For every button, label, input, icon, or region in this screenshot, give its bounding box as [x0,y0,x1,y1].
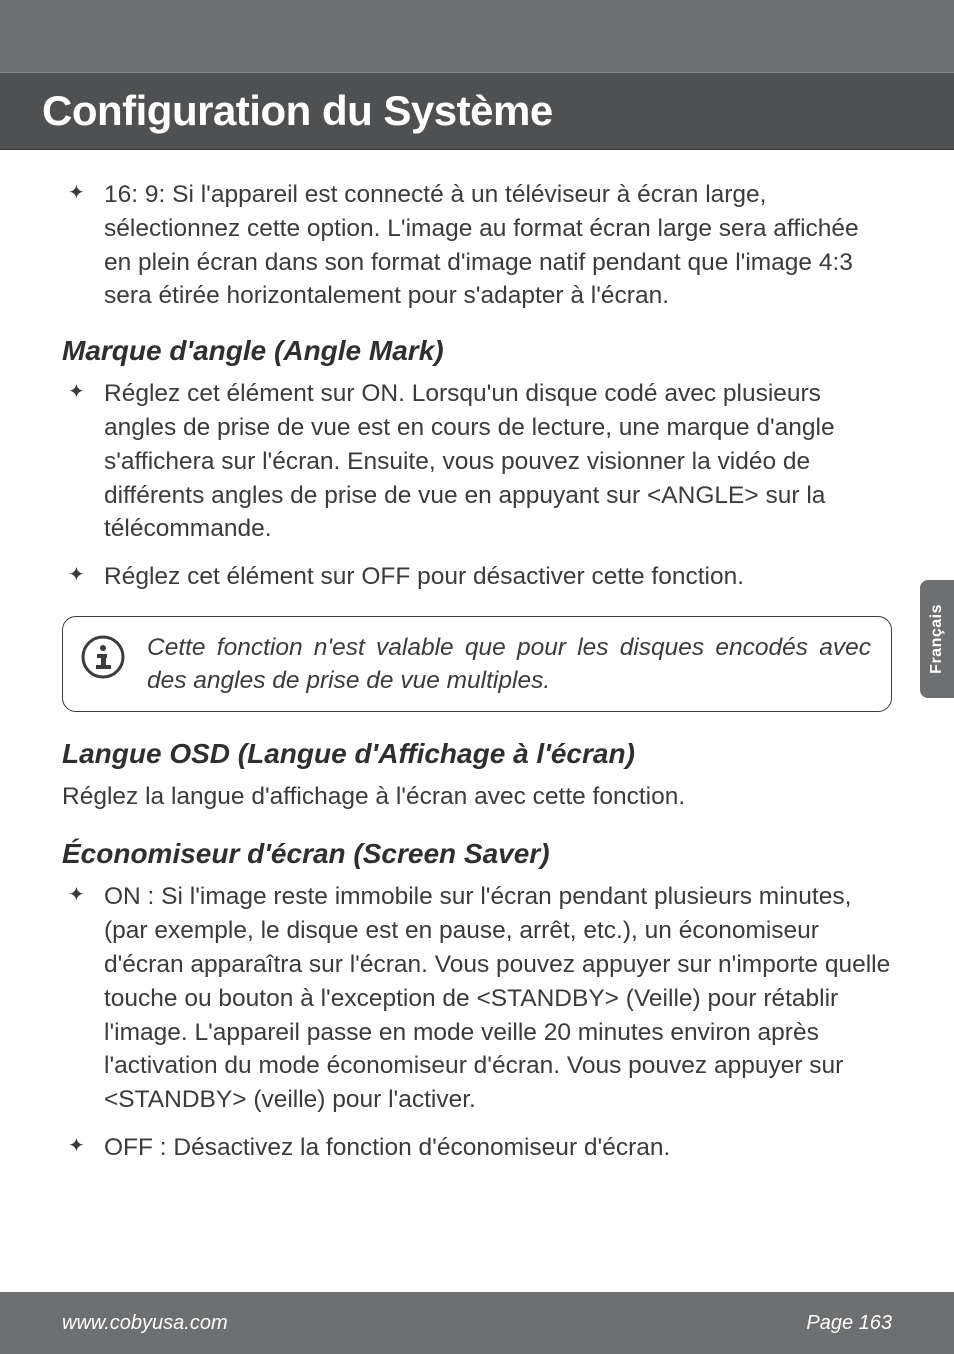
saver-heading: Économiseur d'écran (Screen Saver) [62,838,892,870]
language-tab: Français [920,580,954,698]
footer-page: Page 163 [806,1312,892,1335]
angle-heading: Marque d'angle (Angle Mark) [62,335,892,367]
info-text: Cette fonction n'est valable que pour le… [147,631,871,697]
header-band: Configuration du Système [0,0,954,150]
info-icon [81,635,125,679]
list-item: 16: 9: Si l'appareil est connecté à un t… [62,178,892,313]
saver-list: ON : Si l'image reste immobile sur l'écr… [62,880,892,1164]
list-item: OFF : Désactivez la fonction d'économise… [62,1131,892,1165]
osd-text: Réglez la langue d'affichage à l'écran a… [62,780,892,814]
list-item: Réglez cet élément sur ON. Lorsqu'un dis… [62,377,892,546]
angle-list: Réglez cet élément sur ON. Lorsqu'un dis… [62,377,892,594]
info-box: Cette fonction n'est valable que pour le… [62,616,892,712]
osd-heading: Langue OSD (Langue d'Affichage à l'écran… [62,738,892,770]
language-label: Français [928,604,946,674]
footer: www.cobyusa.com Page 163 [0,1292,954,1354]
footer-url: www.cobyusa.com [62,1312,228,1335]
content-area: 16: 9: Si l'appareil est connecté à un t… [0,150,954,1165]
list-item: ON : Si l'image reste immobile sur l'écr… [62,880,892,1117]
intro-list: 16: 9: Si l'appareil est connecté à un t… [62,178,892,313]
page-title: Configuration du Système [42,87,553,135]
title-band: Configuration du Système [0,72,954,150]
list-item: Réglez cet élément sur OFF pour désactiv… [62,560,892,594]
